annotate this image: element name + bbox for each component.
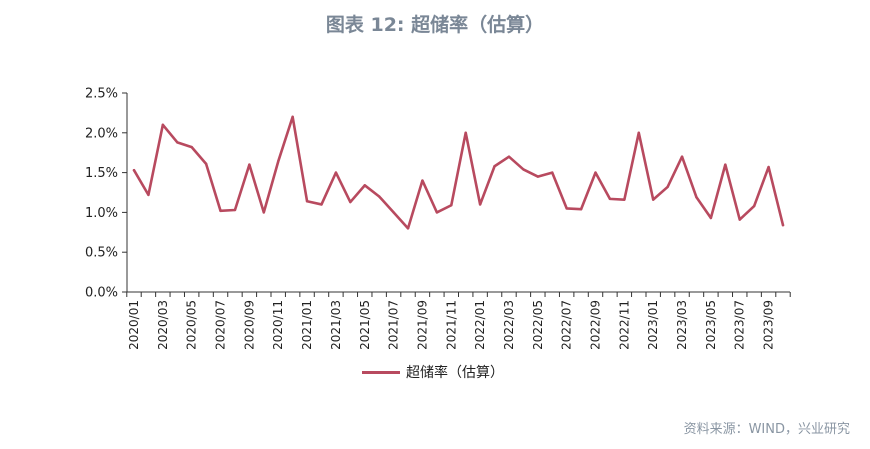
data-point — [392, 211, 395, 214]
data-point — [608, 197, 612, 201]
data-point — [219, 209, 222, 213]
chart-title: 图表 12: 超储率（估算） — [325, 14, 545, 36]
x-tick-label: 2022/07 — [560, 300, 574, 350]
data-point — [277, 160, 280, 163]
y-tick-label: 1.5% — [85, 166, 118, 181]
data-point — [724, 163, 727, 166]
x-tick-label: 2023/07 — [733, 300, 747, 350]
source-note: 资料来源：WIND，兴业研究 — [683, 422, 850, 437]
data-point — [450, 204, 453, 207]
data-point — [421, 179, 424, 182]
x-tick-label: 2020/01 — [127, 300, 141, 350]
x-tick-label: 2023/05 — [704, 300, 718, 350]
data-point — [435, 211, 439, 214]
x-tick-label: 2023/01 — [646, 300, 660, 350]
data-point — [305, 200, 309, 203]
data-point — [522, 168, 525, 171]
data-point — [464, 131, 467, 134]
x-tick-label: 2022/03 — [502, 300, 516, 350]
data-point — [579, 208, 583, 211]
data-point — [248, 163, 251, 166]
data-point — [738, 218, 741, 221]
x-tick-label: 2022/11 — [617, 300, 631, 350]
x-tick-label: 2021/07 — [387, 300, 401, 350]
chart-legend: 超储率（估算） — [362, 362, 504, 382]
data-point — [334, 171, 338, 174]
data-point — [781, 223, 785, 227]
data-point — [666, 185, 669, 189]
data-point — [637, 131, 640, 134]
data-point — [406, 227, 410, 230]
y-tick-label: 0.5% — [85, 246, 118, 261]
data-point — [565, 207, 568, 210]
data-point — [132, 169, 136, 172]
series-line-0 — [132, 115, 785, 230]
x-tick-label: 2021/03 — [329, 300, 343, 350]
data-point — [767, 165, 770, 169]
data-point — [493, 165, 496, 168]
data-point — [190, 145, 193, 149]
legend-swatch — [362, 370, 400, 374]
chart-axes — [126, 93, 790, 293]
x-tick-label: 2020/11 — [271, 300, 285, 350]
data-point — [623, 198, 626, 201]
x-tick-label: 2023/03 — [675, 300, 689, 350]
x-tick-label: 2020/09 — [242, 300, 256, 350]
data-point — [291, 115, 294, 119]
data-point — [507, 155, 511, 158]
data-point — [176, 141, 179, 144]
x-tick-label: 2021/11 — [444, 300, 458, 350]
legend-label: 超储率（估算） — [406, 365, 504, 381]
data-point — [652, 198, 655, 201]
y-axis-ticks: 0.0% 0.5% 1.0% 1.5% 2.0% 2.5% — [85, 87, 127, 301]
data-point — [752, 204, 756, 208]
data-point — [147, 193, 150, 197]
data-point — [551, 171, 554, 174]
x-tick-label: 2023/09 — [762, 300, 776, 350]
data-point — [594, 171, 597, 174]
x-tick-label: 2022/01 — [473, 300, 487, 350]
x-tick-label: 2022/09 — [589, 300, 603, 350]
data-point — [536, 175, 540, 178]
y-tick-label: 2.0% — [85, 126, 118, 141]
x-tick-label: 2020/07 — [214, 300, 228, 350]
data-point — [233, 208, 237, 212]
y-tick-label: 0.0% — [85, 286, 118, 301]
x-tick-label: 2022/05 — [531, 300, 545, 350]
y-tick-label: 2.5% — [85, 87, 118, 102]
data-point — [363, 184, 366, 187]
data-point — [695, 196, 698, 199]
x-tick-label: 2020/03 — [156, 300, 170, 350]
y-tick-label: 1.0% — [85, 206, 118, 221]
x-tick-label: 2020/05 — [185, 300, 199, 350]
data-point — [478, 203, 482, 206]
series-lines — [132, 115, 785, 230]
data-point — [262, 211, 265, 214]
data-point — [204, 162, 208, 166]
data-point — [680, 155, 684, 158]
data-point — [709, 216, 713, 220]
x-tick-label: 2021/09 — [415, 300, 429, 350]
data-point — [161, 123, 165, 127]
data-point — [377, 195, 381, 198]
x-axis-ticks: 2020/01 2020/03 2020/05 2020/07 2020/09 2020/… — [126, 292, 791, 350]
data-point — [320, 203, 323, 206]
x-tick-label: 2021/05 — [358, 300, 372, 350]
x-tick-label: 2021/01 — [300, 300, 314, 350]
data-point — [349, 200, 352, 204]
